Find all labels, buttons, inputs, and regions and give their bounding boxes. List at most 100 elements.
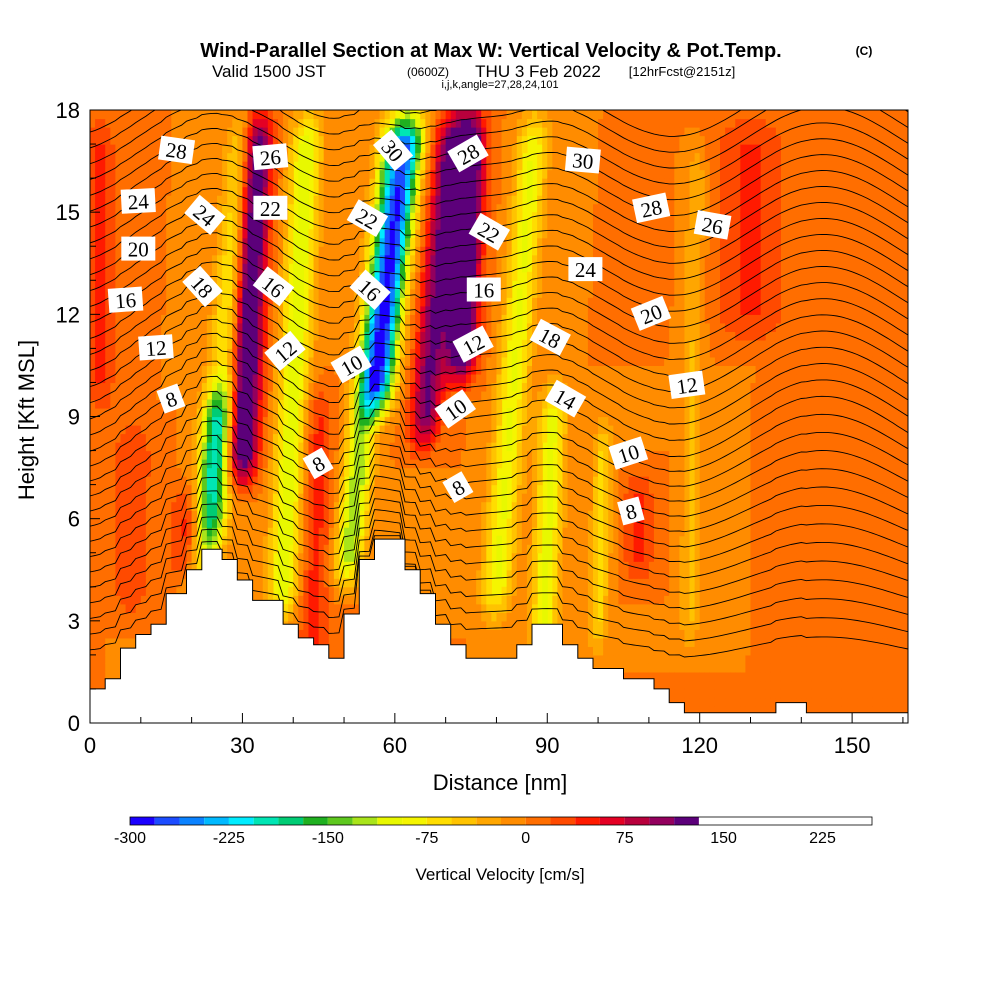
w-cell <box>394 476 401 486</box>
w-cell <box>425 161 432 171</box>
w-cell <box>349 263 355 273</box>
w-cell <box>181 263 188 273</box>
w-cell <box>176 501 183 511</box>
w-cell <box>166 178 172 188</box>
w-cell <box>196 110 203 120</box>
w-cell <box>313 331 320 341</box>
w-cell <box>354 263 360 273</box>
w-cell <box>181 416 188 426</box>
w-cell <box>430 169 437 179</box>
w-cell <box>425 501 432 511</box>
w-cell <box>191 237 198 247</box>
w-cell <box>186 348 193 358</box>
w-cell <box>374 305 381 315</box>
w-cell <box>410 561 416 571</box>
w-cell <box>389 501 396 511</box>
w-cell <box>125 271 132 281</box>
w-cell <box>410 178 416 188</box>
w-cell <box>344 510 350 520</box>
w-cell <box>369 493 376 503</box>
w-cell <box>90 195 96 205</box>
w-cell <box>186 365 193 375</box>
w-cell <box>298 612 304 622</box>
w-cell <box>313 544 320 554</box>
w-cell <box>211 305 218 315</box>
w-cell <box>100 407 106 418</box>
w-cell <box>95 365 101 375</box>
w-cell <box>267 510 274 520</box>
w-cell <box>125 518 132 528</box>
w-cell <box>125 450 132 460</box>
w-cell <box>354 425 360 435</box>
w-cell <box>227 263 233 273</box>
w-cell <box>323 280 330 290</box>
w-cell <box>435 365 442 375</box>
w-cell <box>344 246 350 256</box>
w-cell <box>171 450 177 460</box>
w-cell <box>303 407 310 418</box>
w-cell <box>201 501 208 511</box>
w-cell <box>156 373 162 384</box>
w-cell <box>333 118 340 128</box>
w-cell <box>211 169 218 179</box>
w-cell <box>166 288 172 298</box>
w-cell <box>100 305 106 315</box>
w-cell <box>201 314 208 324</box>
w-cell <box>140 365 147 375</box>
w-cell <box>150 127 157 137</box>
w-cell <box>445 493 452 503</box>
w-cell <box>156 603 162 613</box>
w-cell <box>252 407 259 418</box>
w-cell <box>130 442 137 452</box>
w-cell <box>318 544 325 554</box>
w-cell <box>100 527 106 537</box>
w-cell <box>399 459 406 469</box>
w-cell <box>181 501 188 511</box>
w-cell <box>349 544 355 554</box>
w-cell <box>181 493 188 503</box>
w-cell <box>95 135 101 145</box>
w-cell <box>323 416 330 426</box>
w-cell <box>95 663 101 673</box>
w-cell <box>115 544 122 554</box>
w-cell <box>405 518 411 528</box>
w-cell <box>156 407 162 418</box>
w-cell <box>267 467 274 477</box>
w-cell <box>110 654 116 664</box>
w-cell <box>283 237 289 247</box>
w-cell <box>435 544 442 554</box>
w-cell <box>125 629 132 639</box>
w-cell <box>242 305 249 315</box>
w-cell <box>298 144 304 154</box>
w-cell <box>105 365 111 375</box>
w-cell <box>217 348 223 358</box>
w-cell <box>252 314 259 324</box>
w-cell <box>115 620 122 630</box>
w-cell <box>420 476 426 486</box>
w-cell <box>374 510 381 520</box>
w-cell <box>425 288 432 298</box>
w-cell <box>405 237 411 247</box>
w-cell <box>420 356 426 367</box>
w-cell <box>323 425 330 435</box>
w-cell <box>399 425 406 435</box>
w-cell <box>267 552 274 562</box>
w-cell <box>389 331 396 341</box>
w-cell <box>237 552 244 562</box>
w-cell <box>338 314 345 324</box>
w-cell <box>333 212 340 222</box>
w-cell <box>440 433 447 443</box>
w-cell <box>161 305 167 315</box>
w-cell <box>262 382 269 392</box>
w-cell <box>420 433 426 443</box>
w-cell <box>430 373 437 384</box>
w-cell <box>267 425 274 435</box>
w-cell <box>161 314 167 324</box>
w-cell <box>359 382 365 392</box>
w-cell <box>293 144 299 154</box>
w-cell <box>262 544 269 554</box>
w-cell <box>181 365 188 375</box>
w-cell <box>140 527 147 537</box>
w-cell <box>303 220 310 230</box>
w-cell <box>120 229 127 239</box>
